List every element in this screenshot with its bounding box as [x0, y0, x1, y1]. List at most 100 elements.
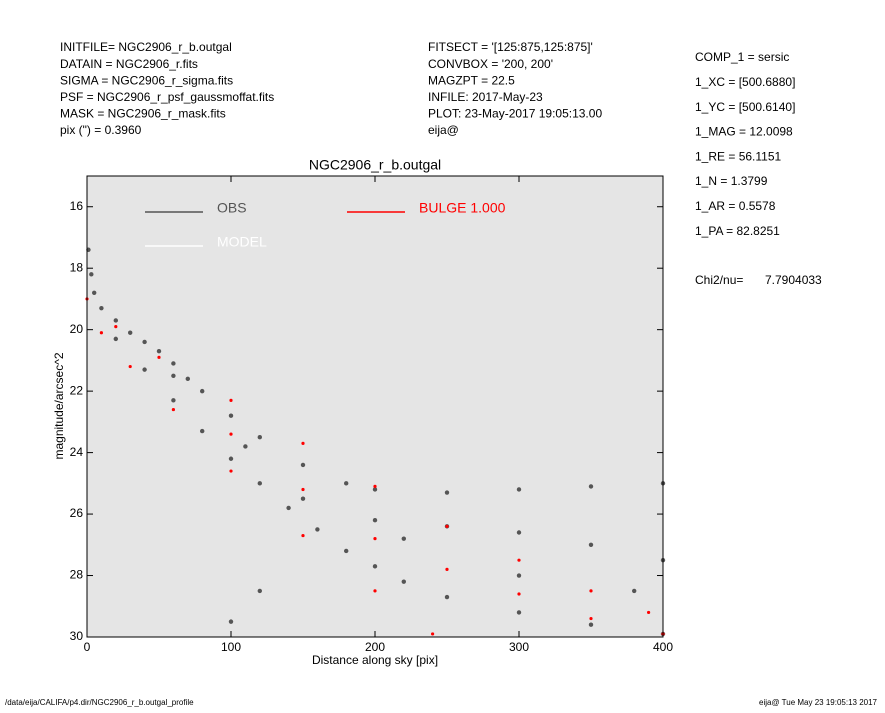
data-point [516, 530, 522, 535]
data-point [243, 444, 248, 449]
x-axis-label: Distance along sky [pix] [312, 653, 438, 667]
data-point [301, 441, 305, 445]
data-point [301, 533, 305, 538]
data-point [257, 435, 262, 440]
data-point [128, 364, 132, 369]
data-point [113, 318, 119, 323]
data-point [516, 487, 522, 492]
y-tick-label: 30 [70, 629, 84, 643]
data-point [516, 610, 522, 615]
chart-title: NGC2906_r_b.outgal [309, 157, 441, 173]
data-point [344, 548, 349, 554]
y-axis-label: magnitude/arcsec^2 [52, 352, 66, 459]
data-point [517, 558, 521, 562]
data-point [431, 632, 435, 636]
legend-label: MODEL [217, 234, 267, 250]
data-point [588, 542, 594, 547]
data-point [99, 331, 103, 335]
data-point [128, 330, 133, 335]
header-line: SIGMA = NGC2906_r_sigma.fits [60, 73, 233, 87]
data-point [517, 592, 521, 596]
data-point [171, 398, 176, 403]
data-point [228, 456, 234, 461]
data-point [185, 376, 190, 382]
data-point [401, 579, 406, 584]
x-tick-label: 200 [365, 640, 385, 654]
data-point [372, 487, 378, 492]
y-tick-label: 16 [70, 199, 84, 213]
parameter-line: 1_N = 1.3799 [695, 174, 768, 188]
legend-label: BULGE 1.000 [419, 200, 506, 216]
parameter-line: COMP_1 = sersic [695, 50, 789, 64]
data-point [157, 355, 161, 359]
chi2-label: Chi2/nu= [695, 273, 743, 287]
data-point [257, 588, 262, 594]
data-point [300, 462, 306, 468]
parameter-line: 1_YC = [500.6140] [695, 100, 795, 114]
data-point [142, 367, 147, 372]
data-point [142, 339, 147, 345]
header-line: PSF = NGC2906_r_psf_gaussmoffat.fits [60, 90, 274, 104]
data-point [114, 324, 118, 329]
header-line: eija@ [428, 123, 459, 137]
x-tick-label: 400 [653, 640, 673, 654]
header-line: CONVBOX = '200, 200' [428, 57, 553, 71]
data-point [344, 481, 349, 486]
data-point [89, 272, 94, 277]
header-line: MASK = NGC2906_r_mask.fits [60, 107, 226, 121]
parameter-line: 1_PA = 82.8251 [695, 224, 780, 238]
data-point [99, 305, 104, 311]
data-point [373, 589, 377, 593]
data-point [257, 481, 262, 486]
data-point [228, 619, 234, 624]
data-point [171, 373, 176, 378]
data-point [286, 505, 291, 511]
data-point [588, 484, 594, 489]
parameter-line: 1_MAG = 12.0098 [695, 125, 793, 139]
data-point [92, 290, 97, 295]
data-point [589, 589, 593, 593]
data-point [647, 610, 651, 615]
footer-date: eija@ Tue May 23 19:05:13 2017 [759, 698, 878, 707]
data-point [516, 573, 522, 578]
data-point [445, 524, 449, 528]
parameter-line: 1_XC = [500.6880] [695, 75, 795, 89]
data-point [401, 536, 406, 541]
data-point [171, 361, 176, 366]
header-line: FITSECT = '[125:875,125:875]' [428, 40, 593, 54]
data-point [373, 484, 377, 489]
data-point [228, 413, 234, 418]
data-point [229, 469, 233, 473]
parameter-line: 1_RE = 56.1151 [695, 149, 782, 163]
data-point [301, 487, 305, 492]
data-point [300, 496, 306, 501]
data-point [589, 616, 593, 621]
data-point [200, 388, 205, 394]
header-line: DATAIN = NGC2906_r.fits [60, 57, 198, 71]
header-line: MAGZPT = 22.5 [428, 73, 515, 87]
data-point [372, 564, 378, 569]
data-point [171, 407, 175, 412]
data-point [444, 490, 450, 495]
data-point [588, 622, 594, 627]
data-point [373, 537, 377, 541]
data-point [200, 428, 205, 434]
header-line: INITFILE= NGC2906_r_b.outgal [60, 40, 232, 54]
y-tick-label: 24 [70, 445, 84, 459]
y-tick-label: 28 [70, 568, 84, 582]
x-tick-label: 300 [509, 640, 529, 654]
y-tick-label: 18 [70, 260, 84, 274]
x-tick-label: 0 [84, 640, 91, 654]
parameter-line: 1_AR = 0.5578 [695, 199, 776, 213]
y-tick-label: 20 [70, 322, 84, 336]
data-point [372, 518, 378, 523]
data-point [113, 336, 119, 342]
y-tick-label: 22 [70, 383, 84, 397]
data-point [229, 432, 233, 436]
data-point [632, 588, 637, 594]
chi2-value: 7.7904033 [765, 273, 822, 287]
data-point [444, 594, 450, 600]
legend-label: OBS [217, 200, 247, 216]
plot-area [87, 176, 663, 637]
